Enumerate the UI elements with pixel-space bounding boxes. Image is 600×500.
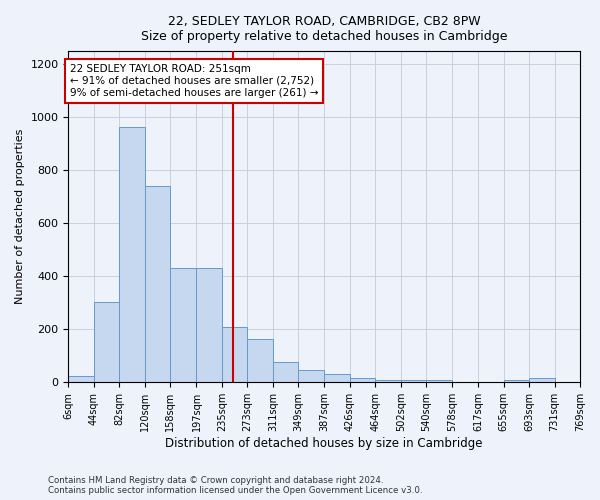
Bar: [427, 380, 452, 382]
Bar: [170, 268, 196, 382]
Bar: [529, 378, 554, 382]
Bar: [222, 326, 247, 382]
Bar: [273, 362, 298, 382]
Bar: [119, 128, 145, 382]
X-axis label: Distribution of detached houses by size in Cambridge: Distribution of detached houses by size …: [166, 437, 483, 450]
Title: 22, SEDLEY TAYLOR ROAD, CAMBRIDGE, CB2 8PW
Size of property relative to detached: 22, SEDLEY TAYLOR ROAD, CAMBRIDGE, CB2 8…: [141, 15, 508, 43]
Bar: [503, 380, 529, 382]
Text: Contains HM Land Registry data © Crown copyright and database right 2024.
Contai: Contains HM Land Registry data © Crown c…: [48, 476, 422, 495]
Bar: [94, 302, 119, 382]
Text: 22 SEDLEY TAYLOR ROAD: 251sqm
← 91% of detached houses are smaller (2,752)
9% of: 22 SEDLEY TAYLOR ROAD: 251sqm ← 91% of d…: [70, 64, 318, 98]
Bar: [247, 338, 273, 382]
Bar: [298, 370, 324, 382]
Bar: [376, 380, 401, 382]
Bar: [350, 378, 376, 382]
Bar: [68, 376, 94, 382]
Bar: [401, 380, 427, 382]
Bar: [196, 268, 222, 382]
Bar: [324, 374, 350, 382]
Bar: [145, 186, 170, 382]
Y-axis label: Number of detached properties: Number of detached properties: [15, 129, 25, 304]
